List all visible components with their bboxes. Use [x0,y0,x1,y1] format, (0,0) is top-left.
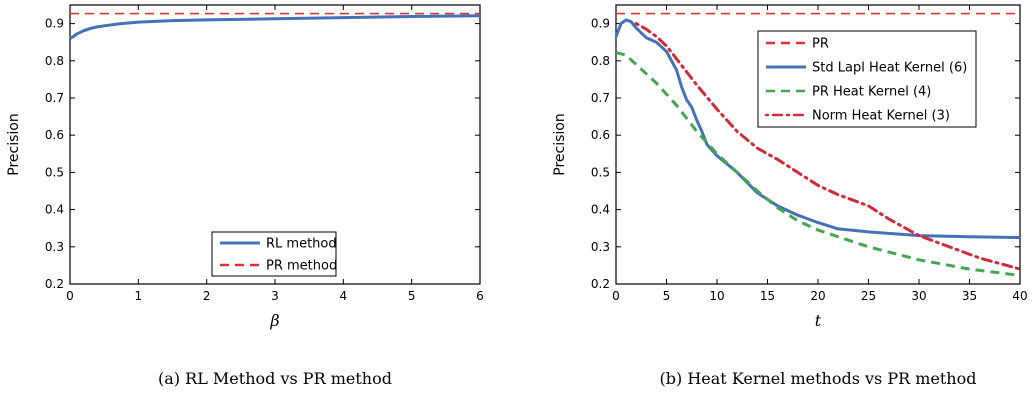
x-tick-label: 20 [810,289,825,303]
y-tick-label: 0.8 [45,54,64,68]
legend-a: RL method PR method [211,231,337,277]
y-tick-label: 0.9 [591,17,610,31]
y-tick-label: 0.2 [591,277,610,291]
x-tick-label: 6 [476,289,484,303]
x-tick-label: 0 [66,289,74,303]
y-tick-label: 0.9 [45,17,64,31]
x-tick-label: 5 [408,289,416,303]
x-tick-label: 15 [760,289,775,303]
y-tick-label: 0.4 [45,203,64,217]
x-tick-label: 35 [962,289,977,303]
x-tick-label: 25 [861,289,876,303]
y-tick-label: 0.7 [591,91,610,105]
x-tick-label: 3 [271,289,279,303]
y-tick-label: 0.5 [45,165,64,179]
x-tick-label: 0 [612,289,620,303]
x-tick-label: 30 [911,289,926,303]
x-tick-label: 10 [709,289,724,303]
legend-label: PR [812,37,829,52]
y-tick-label: 0.7 [45,91,64,105]
y-axis-label-b: Precision [552,113,568,175]
y-tick-label: 0.3 [45,240,64,254]
series-group-b [614,12,1022,277]
x-tick-label: 5 [663,289,671,303]
legend-b: PR Std Lapl Heat Kernel (6) PR Heat Kernel… [757,30,977,128]
legend-label: Norm Heat Kernel (3) [812,109,950,124]
caption-a: (a) RL Method vs PR method [158,369,392,388]
legend-label: Std Lapl Heat Kernel (6) [812,61,967,76]
caption-b: (b) Heat Kernel methods vs PR method [660,369,977,388]
y-tick-label: 0.8 [591,54,610,68]
legend-label: RL method [266,237,337,252]
x-tick-label: 40 [1012,289,1027,303]
y-axis-label-a: Precision [6,113,22,175]
legend-label: PR Heat Kernel (4) [812,85,931,100]
series-line-rl-method [69,14,481,40]
chart-panel-a: 0 1 2 3 4 5 6 0.2 0.3 0.4 0.5 0.6 0.7 0.8 0.9 Precisio… [6,4,484,388]
x-axis-label-a: β [269,311,279,330]
series-line-pr-heat-kernel-4- [615,51,1021,277]
y-tick-label: 0.6 [591,128,610,142]
x-axis-label-b: t [815,311,822,330]
axis-ticks-b: 0 5 10 15 20 25 30 35 40 0.2 0.3 0.4 0.5 0.6 0.7 0.8 0.9 [591,5,1028,303]
y-tick-label: 0.3 [591,240,610,254]
series-group-a [69,12,481,40]
series-line-std-lapl-heat-kernel-6- [614,18,1021,239]
y-tick-label: 0.5 [591,165,610,179]
x-tick-label: 1 [135,289,143,303]
series-line-norm-heat-kernel-3- [634,22,1022,271]
legend-box [757,30,977,128]
y-tick-label: 0.4 [591,203,610,217]
x-tick-label: 2 [203,289,211,303]
y-tick-label: 0.2 [45,277,64,291]
chart-panel-b: 0 5 10 15 20 25 30 35 40 0.2 0.3 0.4 0.5 0.6 0.7 0.8 0.9… [552,4,1028,388]
legend-label: PR method [266,259,337,274]
y-tick-label: 0.6 [45,128,64,142]
x-tick-label: 4 [340,289,348,303]
axis-ticks-a: 0 1 2 3 4 5 6 0.2 0.3 0.4 0.5 0.6 0.7 0.8 0.9 [45,5,484,303]
legend-box [211,231,337,277]
